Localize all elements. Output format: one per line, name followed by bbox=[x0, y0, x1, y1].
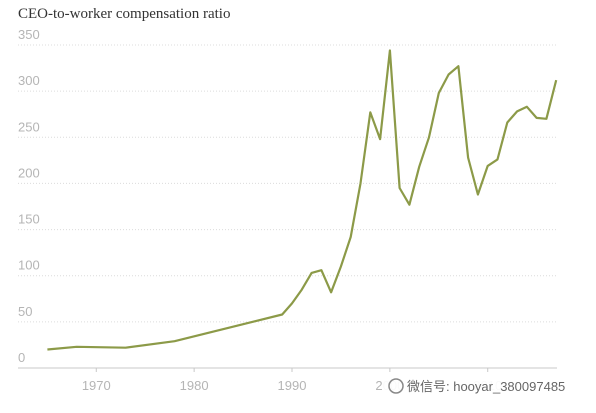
y-tick-label: 250 bbox=[18, 119, 40, 134]
watermark-bg bbox=[383, 372, 588, 400]
watermark-icon bbox=[388, 378, 404, 394]
y-tick-label: 300 bbox=[18, 73, 40, 88]
chart-title: CEO-to-worker compensation ratio bbox=[18, 6, 230, 22]
data-line bbox=[47, 49, 558, 351]
x-tick-label: 1970 bbox=[82, 378, 111, 393]
watermark-text: 微信号: hooyar_380097485 bbox=[407, 379, 565, 394]
y-tick-label: 150 bbox=[18, 212, 40, 227]
watermark: 微信号: hooyar_380097485 bbox=[383, 372, 588, 400]
x-tick-label: 1990 bbox=[278, 378, 307, 393]
y-tick-label: 0 bbox=[18, 350, 25, 365]
y-tick-label: 50 bbox=[18, 304, 32, 319]
y-tick-label: 100 bbox=[18, 258, 40, 273]
y-tick-label: 200 bbox=[18, 165, 40, 180]
y-tick-label: 350 bbox=[18, 27, 40, 42]
x-tick-label: 1980 bbox=[180, 378, 209, 393]
